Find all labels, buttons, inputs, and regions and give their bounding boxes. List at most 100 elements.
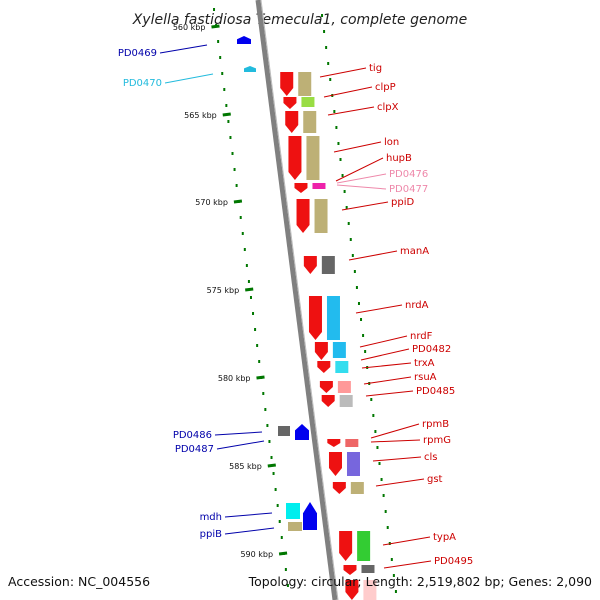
forward-gene-arrow [327,439,341,447]
label-leader-line [375,478,425,487]
label-leader-line [159,44,208,54]
scale-tick-label: 590 kbp [240,550,273,559]
gene-label-pd0469: PD0469 [118,48,157,59]
cog-category-block [350,482,364,494]
guide-dot [337,142,340,145]
forward-gene-arrow [294,183,308,193]
guide-dot [276,504,279,507]
gene-label-pd0495: PD0495 [434,556,473,567]
reverse-gene-arrow [303,502,317,530]
guide-dot [262,392,265,395]
gene-label-clpp: clpP [375,82,396,93]
guide-dot [392,574,395,577]
gene-label-mdh: mdh [200,512,222,523]
gene-label-ppid: ppiD [391,197,414,208]
guide-dot [278,520,281,523]
scale-tick [245,287,254,292]
label-leader-line [365,390,414,397]
guide-dot [256,344,259,347]
guide-dot [272,472,275,475]
guide-dot [321,14,324,17]
guide-dot [325,46,328,49]
guide-dot [266,424,269,427]
forward-gene-arrow [280,72,294,96]
label-leader-line [341,201,389,211]
cog-category-block [357,531,371,561]
scale-tick-label: 585 kbp [229,462,262,471]
guide-dot [284,568,287,571]
forward-gene-arrow [314,342,328,360]
guide-dot [235,184,238,187]
guide-dot [268,440,271,443]
label-leader-line [214,431,263,436]
gene-label-pd0486: PD0486 [173,430,212,441]
guide-dot [345,206,348,209]
forward-gene-arrow [345,580,359,600]
guide-dot [249,296,252,299]
gene-label-pd0485: PD0485 [416,386,455,397]
cog-category-block [278,426,290,436]
forward-gene-arrow [321,395,335,407]
gene-label-pd0482: PD0482 [412,344,451,355]
guide-dot [384,510,387,513]
scale-tick-label: 565 kbp [184,111,217,120]
accession-text: Accession: NC_004556 [8,574,150,589]
reverse-gene-arrow [295,424,309,440]
guide-dot [264,408,267,411]
guide-dot [372,414,375,417]
guide-dot [360,318,363,321]
guide-dot [351,254,354,257]
dotted-guides [213,8,397,593]
scale-tick-label: 580 kbp [218,374,251,383]
gene-label-hupb: hupB [386,153,412,164]
gene-label-clpx: clpX [377,102,399,113]
forward-gene-arrow [296,199,310,233]
forward-gene-arrow [303,256,317,274]
genome-backbone [255,0,338,600]
guide-dot [370,398,373,401]
guide-dot [376,446,379,449]
guide-dot [254,328,257,331]
guide-dot [390,558,393,561]
gene-label-trxa: trxA [414,358,435,369]
scale-tick-label: 575 kbp [207,286,240,295]
cog-category-block [345,439,359,447]
guide-dot [343,190,346,193]
gene-label-rpmg: rpmG [423,435,451,446]
scale-tick [233,199,243,204]
label-leader-line [348,250,398,261]
gene-labels: tig clpP clpX lon hupB PD0476 PD0477 ppiD manA nr… [118,44,473,569]
label-leader-line [333,141,382,153]
gene-label-nrdf: nrdF [410,331,433,342]
gene-label-ppib: ppiB [200,529,222,540]
label-leader-line [224,512,273,518]
forward-gene-arrow [339,531,353,561]
cog-category-block [332,342,346,358]
gene-features [237,36,377,600]
guide-dot [355,286,358,289]
guide-dot [364,350,367,353]
gene-label-lon: lon [384,137,399,148]
gene-label-pd0487: PD0487 [175,444,214,455]
reverse-gene-arrow [244,66,256,72]
forward-gene-arrow [328,452,342,476]
guide-dot [335,126,338,129]
gene-label-rpmb: rpmB [422,419,449,430]
label-leader-line [360,348,410,361]
gene-label-rsua: rsuA [414,372,437,383]
guide-dot [258,360,261,363]
label-leader-line [335,157,384,182]
guide-dot [280,536,283,539]
cog-category-block [306,136,320,180]
gene-label-pd0477: PD0477 [389,184,428,195]
guide-dot [239,216,242,219]
guide-dot [223,88,226,91]
cog-category-block [361,565,375,573]
genome-summary-text: Topology: circular; Length: 2,519,802 bp… [248,574,592,589]
scale-ticks: 560 kbp 565 kbp 570 kbp 575 kbp 580 kbp 585 k… [173,23,288,559]
guide-dot [374,430,377,433]
label-leader-line [319,67,367,78]
guide-dot [219,56,222,59]
